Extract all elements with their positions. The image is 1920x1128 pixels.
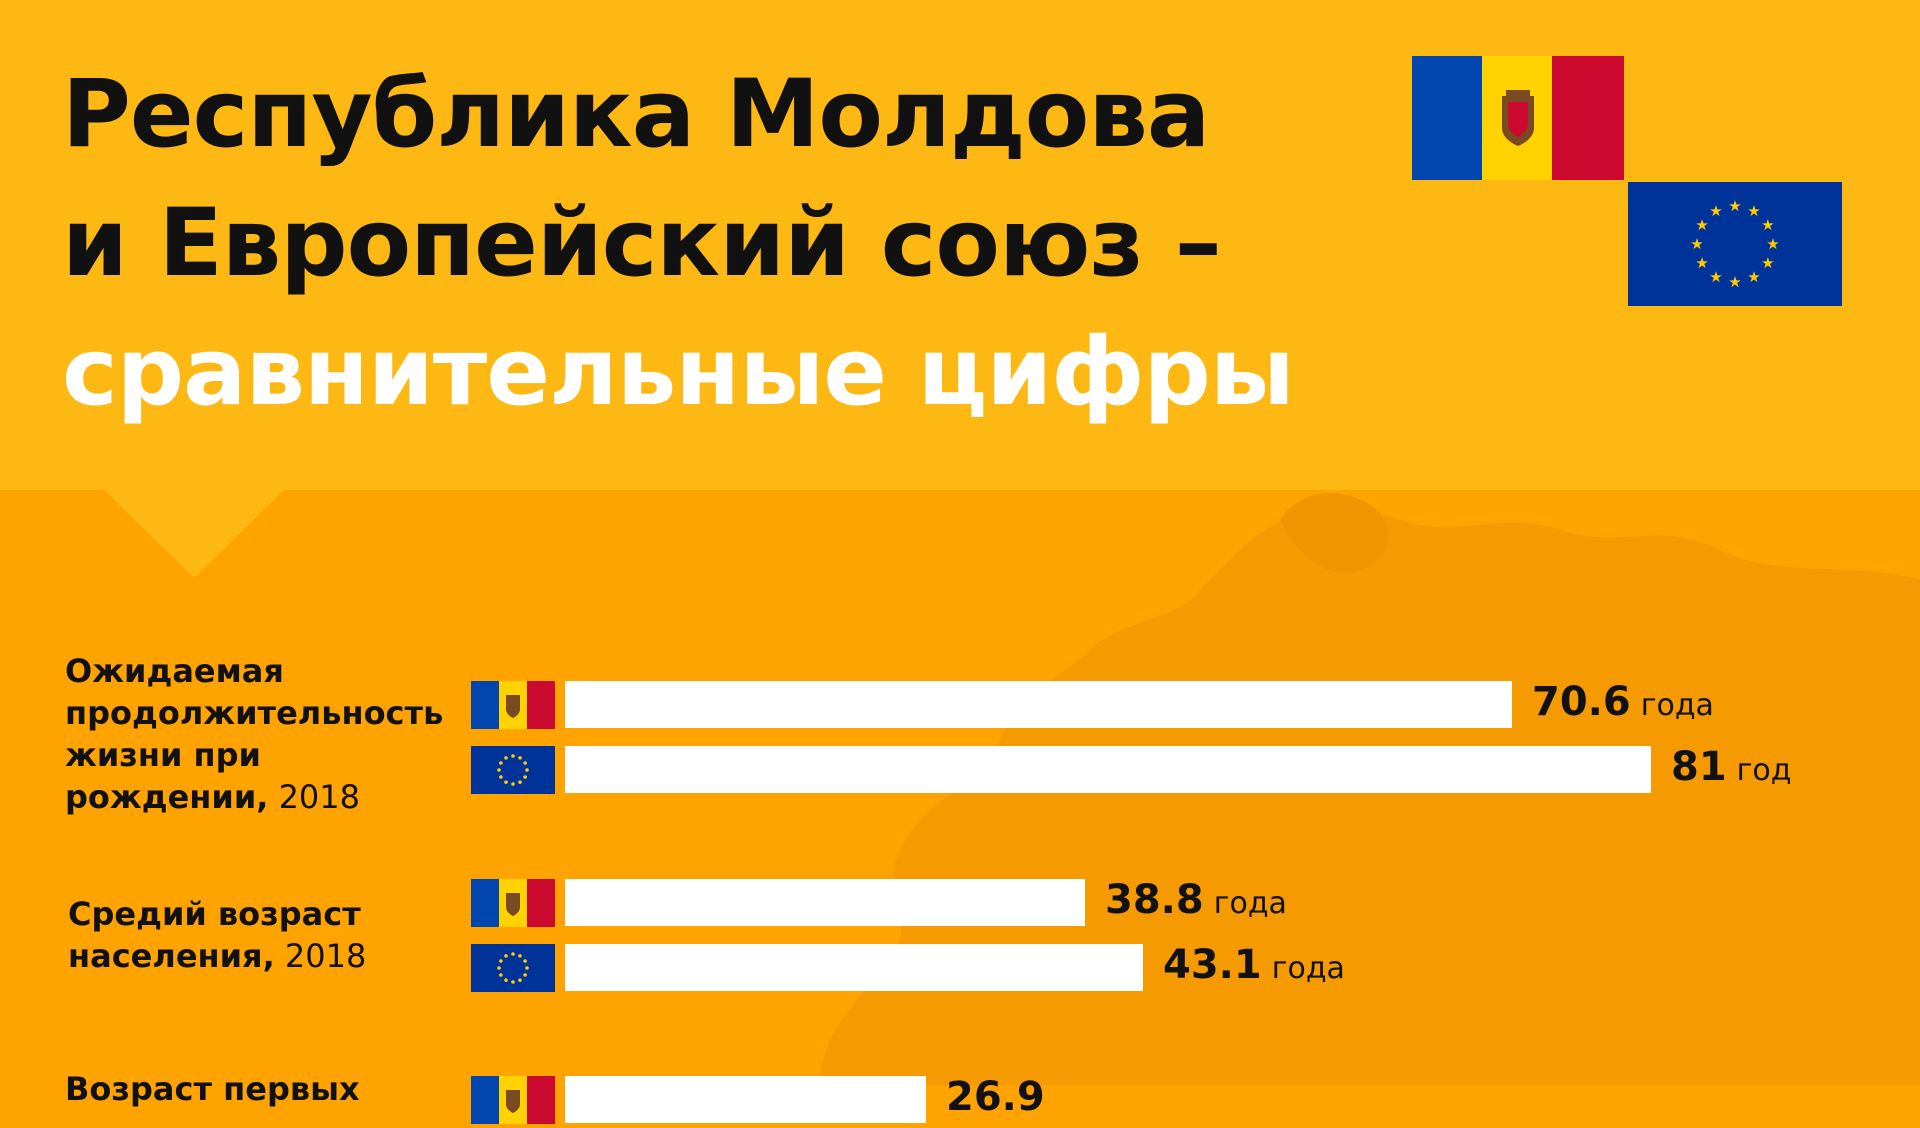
eu-star-icon: ★ (1709, 202, 1722, 220)
header-pointer (102, 488, 286, 578)
bar-eu (565, 944, 1143, 991)
metric-label: Возраст первых (65, 1068, 435, 1110)
data-label: 70.6 года (1532, 679, 1714, 726)
data-label-value: 43.1 (1163, 942, 1262, 988)
eu-star-icon: ★ (1747, 202, 1760, 220)
moldova-flag-large-icon (1412, 56, 1624, 180)
data-label: 26.9 (946, 1074, 1045, 1121)
data-label-value: 26.9 (946, 1074, 1045, 1120)
bar-moldova (565, 879, 1085, 926)
flags-illustration: ★ ★★★★★★★★★★★ (1412, 56, 1842, 306)
metric-label-text: Возраст первых (65, 1070, 360, 1108)
eu-star-icon: ★ (1761, 254, 1774, 272)
moldova-flag-icon (471, 1076, 555, 1124)
data-label-unit: год (1736, 753, 1792, 788)
data-label-unit: года (1271, 951, 1345, 986)
title-line-3: сравнительные цифры (62, 318, 1295, 427)
data-label-value: 81 (1671, 744, 1727, 790)
comparison-chart: Ожидаемая продолжительность жизни при ро… (65, 650, 1792, 1124)
data-label-unit: года (1640, 688, 1714, 723)
eu-star-icon: ★ (1695, 216, 1708, 234)
metric-label-text: Средий возраст населения, (68, 895, 361, 975)
bar-moldova (565, 1076, 926, 1123)
metric-label: Ожидаемая продолжительность жизни при ро… (65, 650, 443, 818)
europe-map-background (820, 493, 1920, 1085)
bar-moldova (565, 681, 1512, 728)
metric-label: Средий возраст населения, 2018 (68, 893, 438, 977)
eu-star-icon: ★ (1709, 268, 1722, 286)
title-line-2: и Европейский союз – (62, 189, 1222, 298)
data-label-value: 70.6 (1532, 679, 1631, 725)
eu-star-icon: ★ (1766, 235, 1779, 253)
data-label-unit: года (1213, 886, 1287, 921)
data-label: 38.8 года (1105, 877, 1287, 924)
moldova-flag-icon (471, 879, 555, 927)
eu-flag-large-icon: ★ ★★★★★★★★★★★ (1628, 182, 1842, 306)
metric-year: 2018 (278, 778, 360, 816)
eu-star-icon: ★ (1728, 197, 1741, 215)
eu-star-icon: ★ (1690, 235, 1703, 253)
data-label: 81 год (1671, 744, 1792, 791)
bar-eu (565, 746, 1651, 793)
eu-flag-icon (471, 746, 555, 794)
eu-star-icon: ★ (1695, 254, 1708, 272)
eu-flag-icon (471, 944, 555, 992)
eu-star-icon: ★ (1747, 268, 1760, 286)
eu-star-icon: ★ (1728, 273, 1741, 291)
metric-year: 2018 (284, 937, 367, 975)
data-label-value: 38.8 (1105, 877, 1204, 923)
data-label: 43.1 года (1163, 942, 1345, 989)
title-line-1: Республика Молдова (62, 60, 1210, 169)
moldova-flag-icon (471, 681, 555, 729)
eu-star-icon: ★ (1761, 216, 1774, 234)
metric-label-text: Ожидаемая продолжительность жизни при ро… (65, 652, 444, 816)
